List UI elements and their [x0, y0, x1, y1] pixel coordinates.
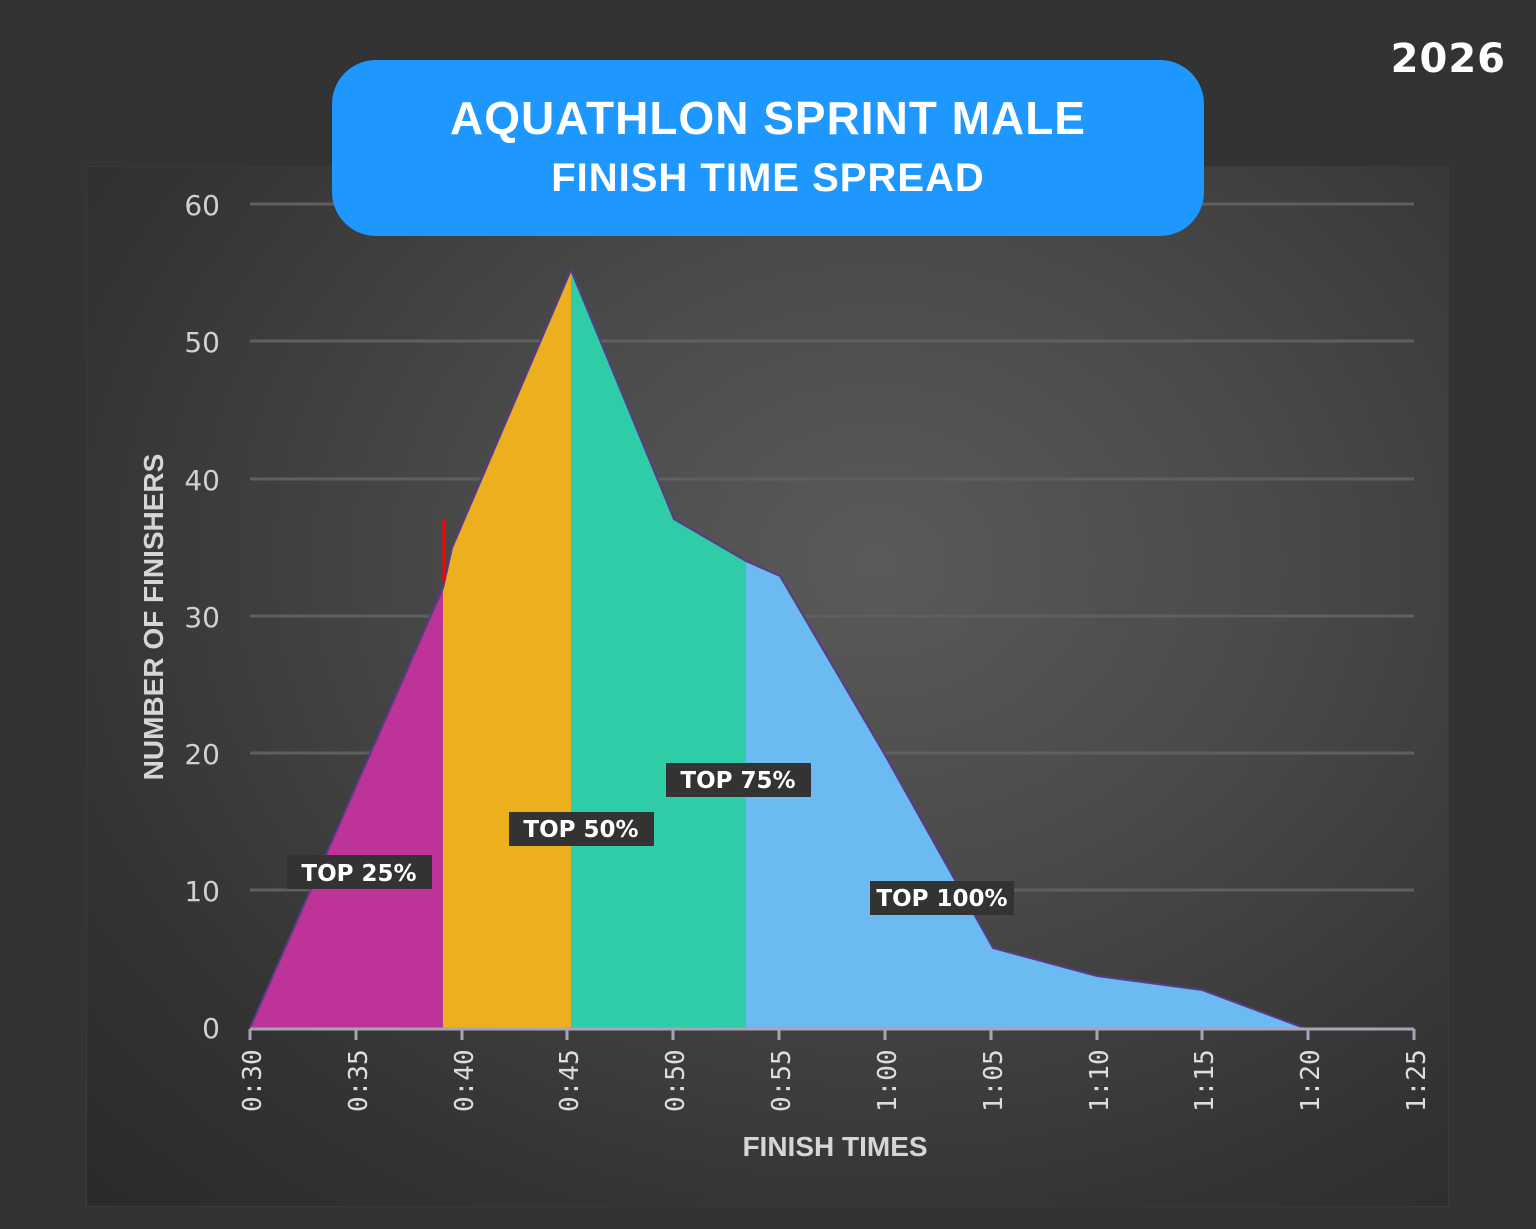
x-tick: 0:35	[344, 1049, 374, 1112]
y-tick: 30	[184, 601, 220, 634]
label-top-100: TOP 100%	[870, 881, 1014, 915]
x-axis-title: FINISH TIMES	[742, 1131, 927, 1162]
x-tick: 1:20	[1296, 1049, 1326, 1112]
y-tick: 60	[184, 189, 220, 222]
svg-text:TOP 100%: TOP 100%	[876, 886, 1007, 912]
chart-subtitle: FINISH TIME SPREAD	[551, 156, 985, 200]
chart-title: AQUATHLON SPRINT MALE	[449, 92, 1086, 144]
y-tick: 50	[184, 326, 220, 359]
x-axis-labels: 0:30 0:35 0:40 0:45 0:50 0:55 1:00 1:05 …	[238, 1049, 1432, 1112]
label-top-50: TOP 50%	[509, 812, 654, 846]
y-tick: 40	[184, 464, 220, 497]
x-tick: 1:15	[1190, 1049, 1220, 1112]
x-tick: 0:50	[661, 1049, 691, 1112]
segment-top-50	[443, 270, 571, 1028]
x-tick: 1:00	[873, 1049, 903, 1112]
y-tick: 20	[184, 738, 220, 771]
area-outline	[249, 267, 1305, 1029]
y-axis-title: NUMBER OF FINISHERS	[138, 454, 169, 781]
y-tick: 0	[202, 1012, 220, 1045]
x-tick: 0:55	[767, 1049, 797, 1112]
x-tick: 1:10	[1085, 1049, 1115, 1112]
x-tick: 0:40	[450, 1049, 480, 1112]
y-tick: 10	[184, 875, 220, 908]
svg-text:TOP 25%: TOP 25%	[301, 861, 416, 887]
y-axis-labels: 0 10 20 30 40 50 60	[184, 189, 220, 1045]
year-label: 2026	[1390, 36, 1506, 82]
x-tick: 0:45	[555, 1049, 585, 1112]
x-tick: 1:05	[979, 1049, 1009, 1112]
x-tick: 0:30	[238, 1049, 268, 1112]
segment-top-75	[571, 270, 746, 1028]
x-axis	[248, 1027, 1416, 1040]
svg-text:TOP 50%: TOP 50%	[523, 817, 638, 843]
x-tick: 1:25	[1402, 1049, 1432, 1112]
label-top-75: TOP 75%	[666, 763, 811, 797]
label-top-25: TOP 25%	[287, 855, 432, 889]
chart-title-banner: AQUATHLON SPRINT MALE FINISH TIME SPREAD	[332, 60, 1204, 236]
svg-text:TOP 75%: TOP 75%	[680, 768, 795, 794]
